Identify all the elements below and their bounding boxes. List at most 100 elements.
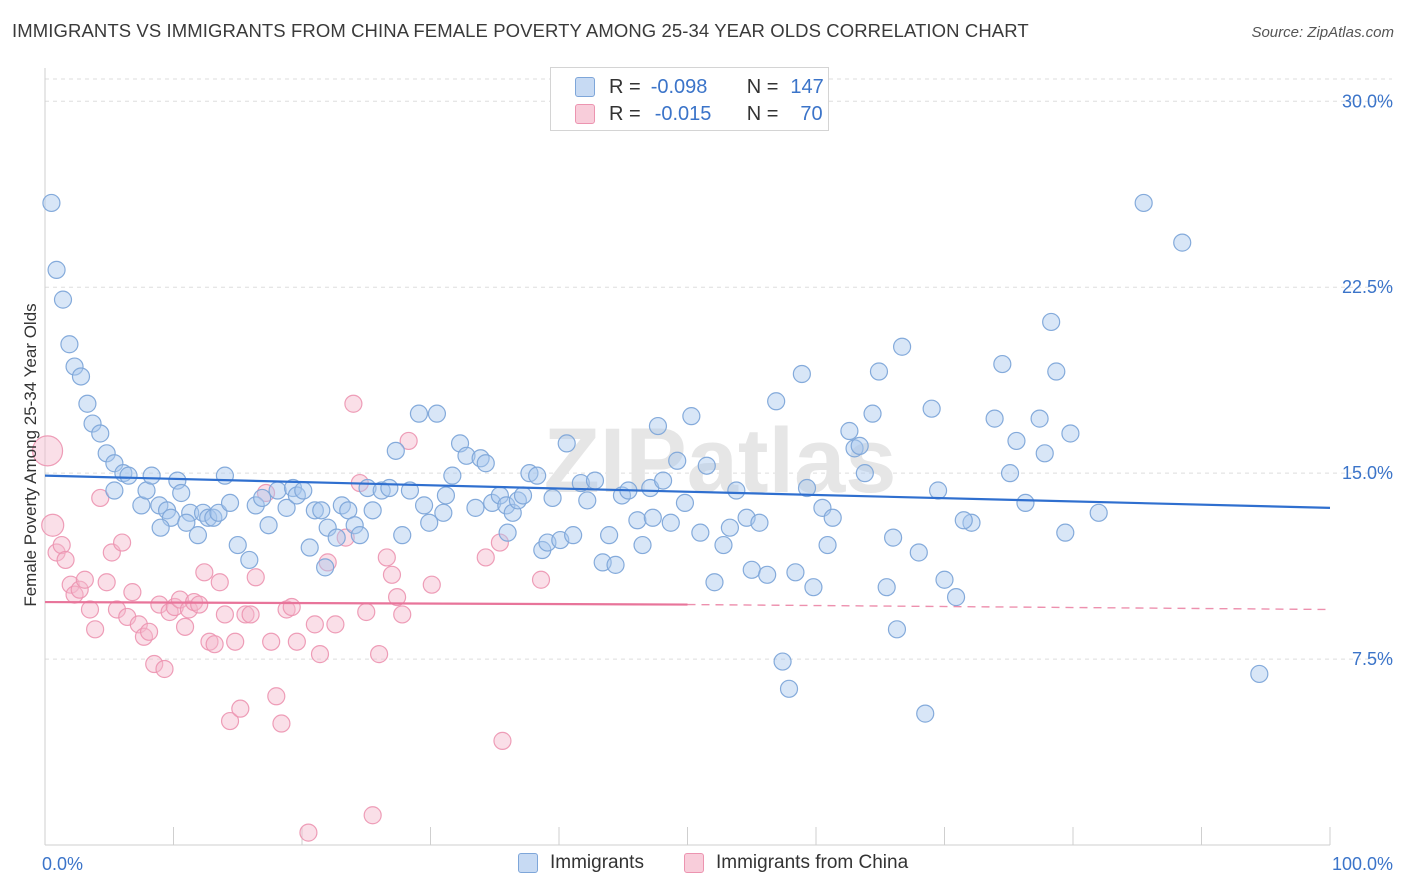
immigrants-point: [427, 404, 447, 423]
china-point: [123, 583, 142, 602]
legend-n-value: 70: [800, 102, 823, 125]
china-point: [310, 645, 330, 664]
china-point: [236, 605, 255, 624]
immigrants-point: [240, 550, 259, 570]
immigrants-point: [350, 526, 369, 545]
china-point: [175, 617, 195, 636]
china-point: [370, 645, 389, 664]
immigrants-point: [606, 555, 625, 574]
immigrants-point: [668, 451, 687, 470]
china-point: [91, 488, 110, 508]
y-tick-label: 7.5%: [1352, 649, 1393, 669]
china-point: [56, 550, 75, 570]
china-point: [490, 533, 509, 552]
immigrants-point: [209, 503, 228, 522]
immigrants-point: [543, 488, 562, 508]
china-point: [205, 635, 224, 654]
immigrants-point: [773, 652, 792, 671]
immigrants-point: [985, 409, 1004, 428]
immigrants-point: [883, 528, 903, 547]
china-point: [344, 394, 363, 413]
china-point: [155, 659, 174, 679]
immigrants-point: [1250, 664, 1269, 684]
immigrants-point: [840, 421, 859, 441]
correlation-legend: R = -0.098 N = 147 R = -0.015 N = 70: [550, 67, 829, 131]
china-point: [112, 533, 132, 552]
immigrants-point: [268, 481, 287, 500]
china-point: [287, 632, 306, 651]
china-point: [41, 513, 65, 537]
china-point: [305, 615, 324, 634]
china-point: [422, 575, 441, 594]
immigrants-point: [1173, 233, 1192, 252]
china-point: [80, 600, 100, 619]
immigrants-point: [653, 471, 673, 490]
y-tick-label: 15.0%: [1342, 463, 1393, 483]
immigrants-point: [585, 471, 605, 490]
immigrants-point: [792, 364, 811, 384]
china-point: [107, 600, 127, 619]
immigrants-point: [228, 535, 247, 555]
immigrants-point: [497, 496, 516, 515]
immigrants-point: [199, 508, 218, 527]
immigrants-point: [750, 513, 769, 532]
immigrants-point: [215, 466, 234, 485]
legend-swatch-pink: [575, 104, 595, 124]
china-point: [139, 622, 159, 641]
grid: [45, 78, 1392, 660]
immigrants-point: [400, 481, 420, 500]
china-point: [377, 548, 396, 567]
china-point: [61, 575, 80, 594]
immigrants-point: [380, 478, 399, 498]
immigrants-point: [1056, 523, 1075, 542]
bottom-legend-china: Immigrants from China: [684, 852, 908, 874]
china-point: [220, 711, 240, 731]
immigrants-point: [863, 404, 882, 423]
immigrants-point: [855, 464, 874, 483]
immigrants-point: [300, 538, 319, 557]
immigrants-point: [259, 516, 278, 535]
immigrants-point: [294, 481, 313, 500]
immigrants-point: [758, 565, 777, 584]
immigrants-point: [954, 511, 973, 530]
immigrants-point: [633, 535, 652, 555]
immigrants-point: [767, 392, 786, 411]
immigrants-point: [909, 543, 928, 562]
immigrants-point: [172, 483, 191, 503]
bottom-legend-label: Immigrants from China: [716, 852, 909, 873]
bottom-legend: Immigrants Immigrants from China: [0, 852, 1406, 878]
immigrants-point: [119, 466, 138, 485]
china-point: [210, 573, 229, 592]
china-point: [52, 535, 71, 555]
immigrants-point: [1016, 493, 1035, 513]
legend-row-immigrants: R = -0.098 N = 147: [575, 74, 824, 100]
immigrants-point: [78, 394, 97, 413]
immigrants-point: [935, 570, 954, 589]
china-point: [363, 806, 382, 825]
immigrants-point: [779, 679, 799, 698]
bottom-legend-label: Immigrants: [550, 852, 644, 873]
china-point: [318, 553, 337, 572]
immigrants-point: [682, 407, 701, 426]
immigrants-point: [71, 367, 91, 386]
immigrants-point: [887, 620, 907, 639]
china-point: [393, 605, 412, 624]
legend-swatch-blue: [575, 77, 595, 97]
immigrants-point: [922, 399, 941, 418]
china-point: [97, 573, 116, 592]
immigrants-point: [1061, 424, 1080, 443]
immigrants-point: [557, 434, 576, 453]
immigrants-point: [928, 481, 948, 500]
immigrants-point: [513, 486, 533, 505]
legend-row-china: R = -0.015 N = 70: [575, 101, 823, 127]
immigrants-point: [105, 481, 124, 500]
immigrants-point: [508, 491, 527, 510]
immigrants-point: [193, 503, 213, 522]
immigrants-point: [363, 501, 382, 520]
immigrants-point: [946, 588, 966, 607]
immigrants-point: [742, 560, 761, 579]
immigrants-point: [53, 290, 73, 309]
immigrants-point: [414, 496, 434, 515]
immigrants-point: [628, 511, 647, 530]
immigrants-point: [1035, 444, 1054, 463]
